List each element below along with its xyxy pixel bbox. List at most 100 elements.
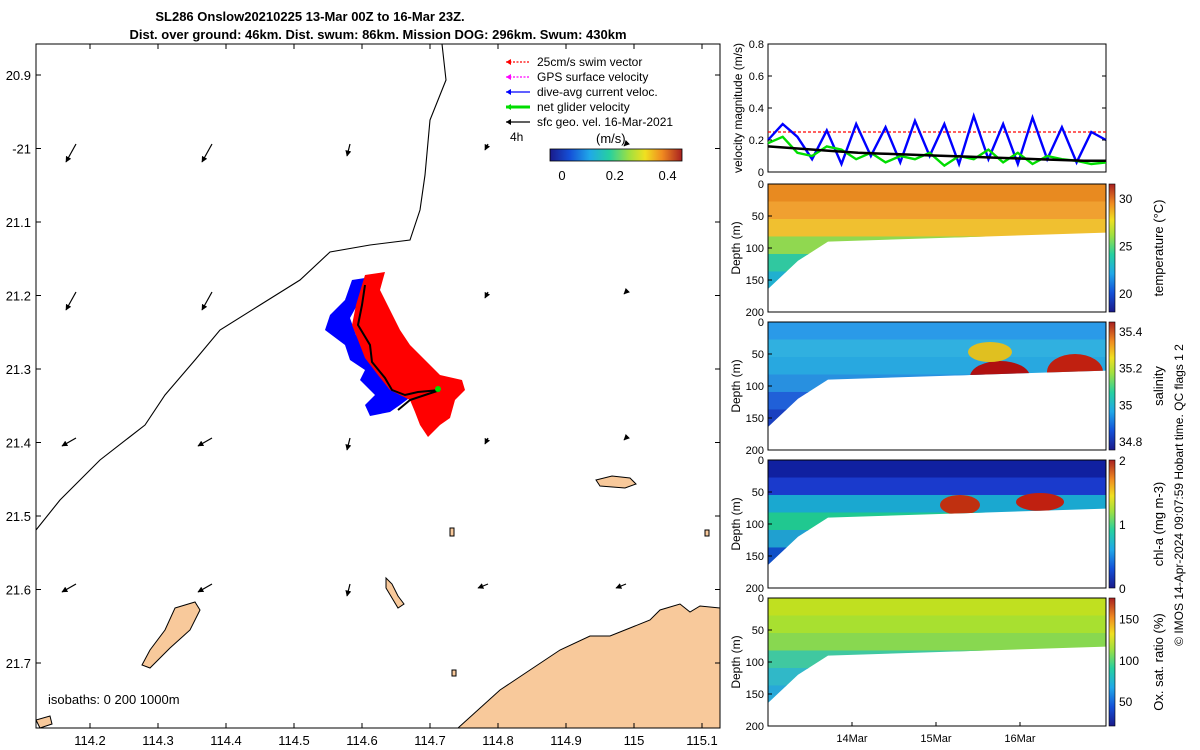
- map-x-tick-label: 114.7: [414, 733, 446, 748]
- map-panel: 114.2 114.3 114.4 114.5 114.6 114.7 114.8 114.9…: [6, 43, 721, 748]
- legend-label: GPS surface velocity: [537, 70, 648, 84]
- profile-colorbar-tick-label: 34.8: [1119, 435, 1143, 449]
- colorbar-tick-label: 0.4: [659, 168, 677, 183]
- profile-colorbar-label: temperature (°C): [1151, 200, 1166, 297]
- map-y-tick-label: -21: [12, 142, 31, 157]
- profile-colorbar-tick-label: 100: [1119, 654, 1139, 668]
- depth-tick-label: 200: [746, 583, 764, 595]
- map-y-tick-label: 21.2: [6, 289, 31, 304]
- depth-tick-label: 50: [752, 625, 764, 637]
- map-y-tick-label: 20.9: [6, 68, 31, 83]
- title-line2: Dist. over ground: 46km. Dist. swum: 86k…: [129, 27, 626, 42]
- geo-arrow: [615, 583, 627, 589]
- velocity-y-tick-label: 0.4: [749, 103, 764, 115]
- map-x-tick-label: 114.3: [142, 733, 174, 748]
- track-line: [356, 284, 441, 411]
- profile-band: [768, 184, 1106, 203]
- geo-velocity-arrows: [61, 140, 630, 597]
- salinity-patch: [968, 342, 1012, 362]
- speed-colorbar-ticks: 0 0.2 0.4: [558, 168, 676, 183]
- colorbar-tick-label: 0.2: [606, 168, 624, 183]
- depth-tick-label: 100: [746, 381, 764, 393]
- depth-tick-label: 0: [758, 455, 764, 467]
- velocity-y-ticks: 0 0.2 0.4 0.6 0.8: [749, 39, 1106, 179]
- geo-arrow: [345, 143, 352, 157]
- isobaths-label: isobaths: 0 200 1000m: [48, 692, 180, 707]
- legend-label: dive-avg current veloc.: [537, 85, 658, 99]
- velocity-series-line: [767, 135, 1107, 168]
- time-tick-label: 16Mar: [1004, 733, 1036, 745]
- map-y-tick-label: 21.7: [6, 656, 31, 671]
- geo-arrow: [484, 143, 491, 151]
- depth-tick-label: 200: [746, 721, 764, 733]
- map-x-tick-label: 115.1: [686, 733, 718, 748]
- island: [595, 475, 637, 489]
- velocity-y-tick-label: 0.8: [749, 39, 764, 51]
- profile-colorbar: [1108, 597, 1116, 727]
- depth-tick-label: 50: [752, 211, 764, 223]
- geo-arrow: [345, 437, 352, 451]
- colorbar-unit: (m/s): [596, 131, 626, 146]
- profile-panel: 0 50 100 150 200 Depth (m) 0 1 2 chl-a (mg m-3): [729, 454, 1166, 596]
- geo-arrow: [197, 583, 213, 593]
- depth-tick-label: 0: [758, 179, 764, 191]
- geo-arrow: [484, 437, 491, 445]
- profile-colorbar-tick-label: 1: [1119, 518, 1126, 532]
- chl-patch: [940, 495, 980, 515]
- profile-band: [768, 218, 1106, 238]
- footer-credit: © IMOS 14-Apr-2024 09:07:59 Hobart time.…: [1172, 344, 1186, 646]
- map-y-ticks: 20.9 -21 21.1 21.2 21.3 21.4 21.5 21.6 21.7: [6, 68, 720, 671]
- depth-ylabel: Depth (m): [729, 635, 743, 688]
- profile-band: [768, 477, 1106, 496]
- island: [385, 576, 405, 609]
- depth-tick-label: 100: [746, 519, 764, 531]
- right-panels: 0 0.2 0.4 0.6 0.8 velocity magnitude (m/s) 0…: [729, 39, 1166, 745]
- depth-tick-label: 150: [746, 551, 764, 563]
- island: [36, 715, 53, 728]
- depth-ylabel: Depth (m): [729, 221, 743, 274]
- track-end-marker: [435, 386, 441, 392]
- depth-tick-label: 50: [752, 487, 764, 499]
- depth-tick-label: 150: [746, 689, 764, 701]
- velocity-y-tick-label: 0.6: [749, 71, 764, 83]
- map-y-tick-label: 21.5: [6, 509, 31, 524]
- profile-colorbar: [1108, 183, 1116, 313]
- map-x-tick-label: 114.9: [550, 733, 582, 748]
- legend-arrowhead: [506, 59, 511, 65]
- map-y-tick-label: 21.1: [6, 215, 31, 230]
- profile-panel: 0 50 100 150 200 Depth (m) 20 25 30 temperature (…: [729, 179, 1166, 319]
- velocity-series-line: [767, 145, 1106, 163]
- legend-label: 25cm/s swim vector: [537, 55, 642, 69]
- time-label: 4h: [510, 130, 523, 144]
- geo-arrow: [623, 288, 630, 295]
- geo-arrow: [484, 291, 491, 299]
- profile-band: [768, 615, 1106, 634]
- profile-colorbar-tick-label: 35.4: [1119, 325, 1143, 339]
- profile-band: [768, 322, 1106, 341]
- legend-arrowhead: [506, 104, 511, 110]
- island: [449, 527, 455, 537]
- map-x-tick-label: 115: [624, 733, 645, 748]
- profile-colorbar-tick-label: 20: [1119, 287, 1133, 301]
- map-x-tick-label: 114.6: [346, 733, 378, 748]
- map-x-tick-label: 114.5: [278, 733, 310, 748]
- map-y-tick-label: 21.4: [6, 436, 31, 451]
- velocity-series: [767, 112, 1107, 168]
- glider-track: [325, 272, 465, 437]
- map-x-tick-label: 114.2: [74, 733, 106, 748]
- velocity-series-line: [767, 112, 1107, 168]
- velocity-y-tick-label: 0: [758, 167, 764, 179]
- velocity-ylabel: velocity magnitude (m/s): [731, 43, 745, 173]
- speed-colorbar: [549, 148, 683, 162]
- profile-colorbar-tick-label: 50: [1119, 695, 1133, 709]
- chl-patch: [1016, 493, 1064, 511]
- title-line1: SL286 Onslow20210225 13-Mar 00Z to 16-Ma…: [155, 9, 464, 24]
- profile-colorbar-tick-label: 0: [1119, 582, 1126, 596]
- island: [451, 669, 457, 677]
- profile-band: [768, 339, 1106, 358]
- profile-colorbar-tick-label: 2: [1119, 454, 1126, 468]
- geo-arrow: [201, 143, 213, 163]
- geo-arrow: [61, 437, 77, 447]
